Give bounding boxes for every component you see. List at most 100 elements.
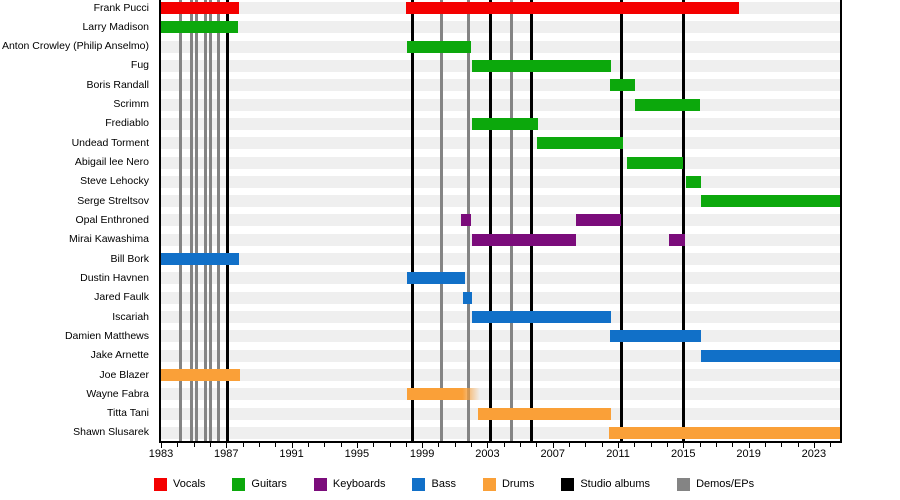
member-name-label: Steve Lehocky: [80, 175, 149, 188]
row-stripe: [161, 156, 840, 169]
timeline-bar-segment: [478, 407, 611, 420]
axis-tick: [177, 443, 179, 447]
legend-label: Studio albums: [580, 478, 651, 490]
legend-item: Bass: [412, 478, 456, 491]
axis-tick: [797, 443, 799, 447]
axis-tick: [585, 443, 587, 447]
row-stripe: [161, 388, 840, 401]
row-stripe: [161, 195, 840, 208]
axis-tick: [258, 443, 260, 447]
row-stripe: [161, 330, 840, 343]
member-name-label: Serge Streltsov: [77, 194, 149, 207]
legend-item: Vocals: [154, 478, 205, 491]
axis-tick: [650, 443, 652, 447]
timeline-bar-segment: [471, 117, 539, 130]
axis-tick: [307, 443, 309, 447]
timeline-bar-segment: [405, 2, 739, 14]
demo-ep-line: [209, 0, 213, 441]
member-name-label: Iscariah: [112, 310, 149, 323]
axis-tick: [242, 443, 244, 447]
axis-tick: [634, 443, 636, 447]
axis-tick: [699, 443, 701, 447]
legend-label: Guitars: [251, 478, 287, 490]
legend-label: Bass: [431, 478, 456, 490]
axis-tick: [405, 443, 407, 447]
axis-tick: [764, 443, 766, 447]
axis-tick: [503, 443, 505, 447]
axis-tick: [226, 443, 228, 448]
axis-tick: [536, 443, 538, 447]
timeline-bar-segment: [537, 137, 623, 150]
legend-swatch-guitars: [232, 478, 246, 491]
axis-tick: [275, 443, 277, 447]
axis-tick: [601, 443, 603, 447]
timeline-bar-segment: [609, 79, 636, 92]
member-name-label: Dustin Havnen: [80, 271, 149, 284]
x-axis: 1983 1987 1991 1995 1999 2003 2007 2011 2015 2019…: [149, 443, 842, 465]
axis-tick: [193, 443, 195, 447]
row-stripe: [161, 272, 840, 285]
axis-tick: [487, 443, 489, 448]
legend-item: Demos/EPs: [677, 478, 754, 491]
axis-tick: [291, 443, 293, 448]
axis-tick: [683, 443, 685, 448]
member-name-label: Undead Torment: [71, 136, 149, 149]
timeline-bar-segment: [669, 233, 685, 246]
member-name-label: Abigail lee Nero: [74, 156, 149, 169]
axis-year-label: 2011: [606, 448, 630, 460]
demo-ep-line: [179, 0, 183, 441]
demo-ep-line: [204, 0, 208, 441]
row-stripe: [161, 79, 840, 92]
legend-swatch-vocals: [154, 478, 167, 491]
legend-item: Keyboards: [313, 478, 386, 491]
legend-swatch-bass: [412, 478, 426, 491]
plot-area: [159, 0, 842, 443]
axis-tick: [161, 443, 162, 448]
timeline-bar-segment: [460, 214, 472, 227]
legend-label: Vocals: [173, 478, 206, 490]
demo-ep-line: [195, 0, 199, 441]
axis-tick: [715, 443, 717, 447]
legend-label: Drums: [501, 478, 535, 490]
studio-album-line: [410, 0, 414, 441]
axis-tick: [389, 443, 391, 447]
axis-tick: [552, 443, 554, 448]
row-stripe: [161, 137, 840, 150]
legend-label: Keyboards: [332, 478, 386, 490]
member-name-label: Jared Faulk: [94, 291, 149, 304]
row-stripe: [161, 214, 840, 227]
axis-tick: [781, 443, 783, 447]
timeline-bar-segment: [406, 272, 465, 285]
axis-year-label: 1987: [214, 448, 239, 460]
axis-year-label: 2019: [736, 448, 761, 460]
axis-tick: [471, 443, 473, 447]
timeline-bar-segment: [609, 426, 840, 439]
axis-tick: [666, 443, 668, 447]
member-name-label: Fug: [130, 59, 149, 72]
legend-swatch-studio_album: [561, 478, 575, 491]
timeline-bar-segment: [685, 175, 702, 188]
row-stripe: [161, 253, 840, 266]
timeline-bar-segment: [471, 311, 611, 324]
legend-item: Guitars: [232, 478, 287, 491]
axis-tick: [813, 443, 815, 448]
timeline-bar-segment: [462, 291, 472, 304]
axis-year-label: 2007: [540, 448, 565, 460]
axis-year-label: 1999: [409, 448, 435, 460]
timeline-bar-segment: [609, 330, 702, 343]
studio-album-line: [619, 0, 623, 441]
axis-tick: [422, 443, 424, 448]
studio-album-line: [226, 0, 230, 441]
member-name-label: Anton Crowley (Philip Anselmo): [1, 40, 149, 53]
axis-tick: [373, 443, 375, 447]
studio-album-line: [530, 0, 533, 441]
row-stripe: [161, 175, 840, 188]
axis-year-label: 2003: [475, 448, 500, 460]
row-stripe: [161, 369, 840, 382]
timeline-bar-segment: [701, 195, 840, 208]
axis-tick: [732, 443, 734, 447]
member-name-label: Frediablo: [105, 117, 149, 130]
axis-tick: [340, 443, 342, 447]
member-name-label: Bill Bork: [110, 252, 149, 265]
